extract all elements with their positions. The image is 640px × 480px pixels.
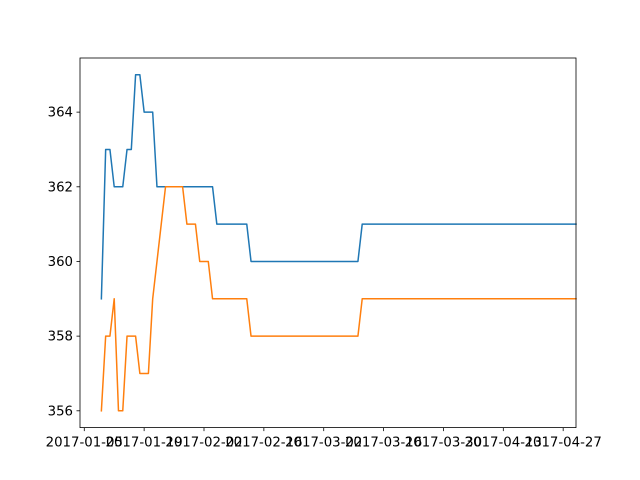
- x-tick-label: 2017-04-13: [465, 436, 542, 451]
- x-tick-label: 2017-03-30: [405, 436, 482, 451]
- x-tick-label: 2017-03-16: [345, 436, 422, 451]
- axis-ticks: 2017-01-052017-01-192017-02-022017-02-16…: [46, 106, 602, 451]
- y-tick-label: 360: [48, 255, 73, 270]
- series-line-1: [100, 74, 577, 300]
- axes-frame: [79, 57, 577, 429]
- x-tick-label: 2017-01-05: [46, 436, 123, 451]
- series-line-2: [100, 186, 577, 412]
- plot-area: [80, 58, 576, 428]
- y-tick-label: 362: [48, 180, 73, 195]
- x-tick-label: 2017-02-16: [225, 436, 302, 451]
- x-tick-label: 2017-01-19: [105, 436, 182, 451]
- x-tick-label: 2017-03-02: [285, 436, 362, 451]
- y-tick-label: 356: [48, 404, 73, 419]
- y-tick-label: 358: [48, 330, 73, 345]
- y-tick-label: 364: [48, 106, 73, 121]
- x-tick-label: 2017-04-27: [525, 436, 602, 451]
- series-layer: [100, 74, 577, 412]
- x-tick-label: 2017-02-02: [165, 436, 242, 451]
